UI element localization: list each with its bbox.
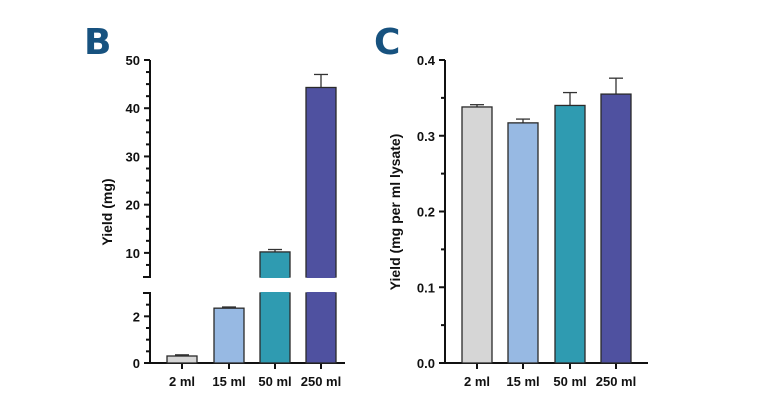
bar-b [166, 355, 198, 364]
y-tick-label-c: 0.0 [417, 356, 435, 371]
x-tick-label-c: 50 ml [553, 374, 586, 389]
x-tick-label-b: 15 ml [212, 374, 245, 389]
x-tick-label-c: 15 ml [506, 374, 539, 389]
y-tick-label-b: 0 [133, 356, 140, 371]
y-tick-label-b: 40 [126, 101, 140, 116]
bar-c [507, 122, 539, 364]
bar-b-lower-cover [306, 292, 336, 295]
x-tick-label-b: 250 ml [301, 374, 341, 389]
y-tick-label-b: 2 [133, 309, 140, 324]
y-tick-label-b: 30 [126, 149, 140, 164]
bar-b-lower [305, 292, 337, 364]
y-tick-label-b: 50 [126, 53, 140, 68]
x-tick-label-c: 2 ml [464, 374, 490, 389]
bar-c [600, 93, 632, 364]
bars-c [461, 77, 632, 364]
chart-b: B Yield (mg) 0 2 10 20 30 40 50 2 ml 15 ml 50 ml 2… [84, 22, 345, 389]
bar-b-upper-cover [306, 275, 336, 278]
y-axis-title-b: Yield (mg) [99, 178, 115, 245]
y-tick-label-c: 0.3 [417, 129, 435, 144]
y-tick-label-b: 20 [126, 198, 140, 213]
panel-letter-c: C [374, 22, 400, 63]
x-tick-label-b: 50 ml [258, 374, 291, 389]
chart-c: C Yield (mg per ml lysate) 0.00.10.20.30… [374, 22, 648, 389]
y-tick-label-c: 0.4 [417, 53, 436, 68]
y-axis-title-c: Yield (mg per ml lysate) [387, 134, 403, 291]
bar-b-upper-cover [260, 275, 290, 278]
tick-labels-c: 0.0 0.1 0.2 0.3 0.4 2 ml 15 ml 50 ml 250 ml [417, 53, 636, 389]
bar-b [213, 307, 245, 364]
bar-c [554, 104, 586, 364]
bar-b-upper [259, 251, 291, 278]
bar-b-upper [305, 86, 337, 278]
bar-b-lower [259, 292, 291, 364]
y-tick-label-c: 0.1 [417, 280, 435, 295]
tick-labels-b: 0 2 10 20 30 40 50 2 ml 15 ml 50 ml 250 ml [126, 53, 342, 389]
y-tick-label-c: 0.2 [417, 205, 435, 220]
bar-b-lower-cover [260, 292, 290, 295]
x-tick-label-b: 2 ml [169, 374, 195, 389]
bar-c [461, 106, 493, 364]
panel-letter-b: B [84, 22, 111, 63]
bars-b [166, 73, 337, 364]
y-tick-label-b: 10 [126, 246, 140, 261]
x-tick-label-c: 250 ml [596, 374, 636, 389]
